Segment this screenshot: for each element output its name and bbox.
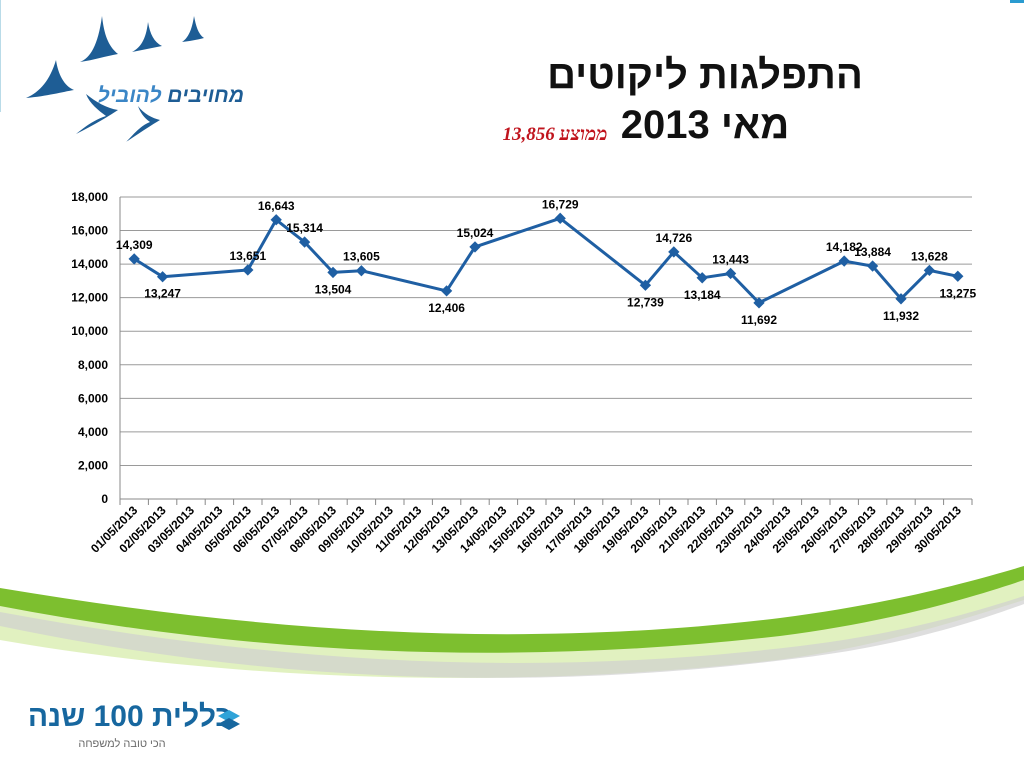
green-swoosh bbox=[0, 566, 1024, 678]
slide-title-line2: מאי 2013 bbox=[620, 103, 790, 147]
data-point-marker bbox=[156, 271, 169, 283]
slide-title: התפלגות ליקוטים מאי 2013 bbox=[470, 50, 940, 150]
data-label: 12,406 bbox=[428, 301, 465, 315]
data-point-marker bbox=[554, 212, 566, 224]
data-point-marker bbox=[923, 264, 936, 277]
data-label: 16,729 bbox=[542, 197, 579, 211]
data-point-marker bbox=[753, 297, 765, 309]
data-point-marker bbox=[952, 270, 964, 282]
data-label: 11,692 bbox=[741, 313, 777, 327]
data-label: 13,504 bbox=[315, 282, 352, 296]
commitment-logo: מחויבים להוביל bbox=[22, 10, 244, 150]
data-point-marker bbox=[724, 267, 737, 280]
slide-title-line1: התפלגות ליקוטים bbox=[547, 53, 863, 97]
y-tick-label: 16,000 bbox=[71, 224, 108, 238]
y-tick-label: 2,000 bbox=[78, 458, 108, 472]
y-tick-label: 6,000 bbox=[78, 391, 108, 405]
birds-icon bbox=[26, 16, 204, 142]
data-label: 13,275 bbox=[939, 286, 976, 300]
data-label: 11,932 bbox=[883, 309, 919, 323]
data-point-marker bbox=[696, 272, 708, 284]
clalit-logo-tagline: הכי טובה למשפחה bbox=[78, 738, 166, 750]
average-label: ממוצע 13,856 bbox=[502, 124, 608, 145]
clalit-logo: כללית 100 שנה הכי טובה למשפחה bbox=[22, 692, 252, 762]
y-tick-label: 18,000 bbox=[71, 190, 108, 204]
data-label: 12,739 bbox=[627, 295, 664, 309]
data-label: 13,651 bbox=[229, 249, 266, 263]
data-point-marker bbox=[838, 255, 850, 267]
line-chart: 0 2,000 4,000 6,000 8,000 10,000 12,000 14,000 1… bbox=[71, 190, 976, 556]
data-label: 15,024 bbox=[457, 226, 494, 240]
data-point-marker bbox=[298, 236, 311, 248]
data-point-marker bbox=[242, 264, 254, 276]
data-point-marker bbox=[469, 241, 481, 253]
left-edge-line bbox=[0, 0, 1, 112]
data-label: 13,443 bbox=[712, 252, 749, 266]
data-label: 13,184 bbox=[684, 288, 721, 302]
commitment-logo-text: מחויבים להוביל bbox=[97, 84, 244, 107]
data-point-marker bbox=[440, 285, 453, 297]
y-tick-label: 4,000 bbox=[78, 425, 108, 439]
y-tick-label: 12,000 bbox=[71, 291, 108, 305]
data-point-marker bbox=[270, 214, 282, 226]
data-label: 15,314 bbox=[286, 221, 323, 235]
clalit-logo-text: כללית 100 שנה bbox=[27, 700, 232, 733]
data-point-marker bbox=[895, 293, 907, 305]
swoosh-green-band bbox=[0, 566, 1024, 653]
data-label: 14,726 bbox=[655, 231, 692, 245]
data-point-marker bbox=[355, 265, 368, 277]
data-label: 14,182 bbox=[826, 240, 863, 254]
clalit-symbol-icon bbox=[218, 710, 240, 730]
data-label: 13,605 bbox=[343, 250, 380, 264]
data-point-marker bbox=[866, 260, 879, 272]
corner-accent bbox=[1010, 0, 1024, 3]
data-point-marker bbox=[639, 279, 652, 291]
data-label: 16,643 bbox=[258, 199, 295, 213]
y-tick-label: 14,000 bbox=[71, 257, 108, 271]
y-tick-label: 10,000 bbox=[71, 324, 108, 338]
data-label: 13,884 bbox=[854, 245, 891, 259]
y-tick-label: 0 bbox=[101, 492, 108, 506]
data-label: 13,247 bbox=[144, 287, 181, 301]
data-point-marker bbox=[668, 246, 680, 258]
data-label: 14,309 bbox=[116, 238, 153, 252]
swoosh-gray-band bbox=[0, 596, 1024, 678]
data-label: 13,628 bbox=[911, 249, 948, 263]
data-point-marker bbox=[327, 266, 339, 279]
y-tick-label: 8,000 bbox=[78, 358, 108, 372]
